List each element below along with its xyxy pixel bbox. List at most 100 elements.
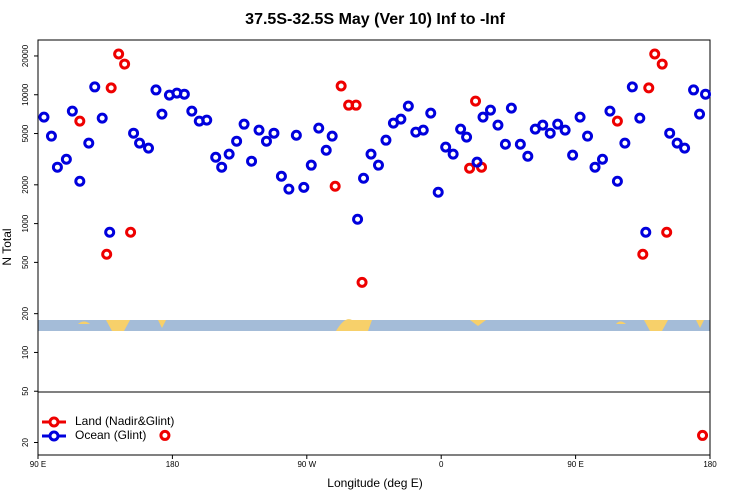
point (604, 105, 616, 117)
y-tick-label: 10000 (21, 83, 30, 106)
point (290, 129, 302, 141)
x-tick-label: 90 W (297, 460, 316, 469)
point (637, 248, 649, 260)
point (372, 159, 384, 171)
point (156, 108, 168, 120)
point (477, 111, 489, 123)
point (246, 155, 258, 167)
point (134, 137, 146, 149)
point (455, 123, 467, 135)
point (380, 134, 392, 146)
point (499, 138, 511, 150)
point (447, 148, 459, 160)
point (514, 138, 526, 150)
point (119, 58, 131, 70)
x-tick-label: 180 (166, 460, 180, 469)
point (335, 80, 347, 92)
point (298, 181, 310, 193)
point (365, 148, 377, 160)
point (275, 170, 287, 182)
point (611, 115, 623, 127)
point (320, 144, 332, 156)
point (611, 175, 623, 187)
point (150, 84, 162, 96)
point (559, 124, 571, 136)
x-tick-label: 180 (703, 460, 717, 469)
point (649, 48, 661, 60)
point (432, 186, 444, 198)
x-axis-label: Longitude (deg E) (327, 476, 422, 490)
point (231, 135, 243, 147)
legend-marker (48, 416, 60, 428)
point (238, 118, 250, 130)
point (492, 119, 504, 131)
point (216, 161, 228, 173)
point (634, 112, 646, 124)
point (143, 142, 155, 154)
point (356, 276, 368, 288)
point (101, 248, 113, 260)
point (697, 429, 709, 441)
point (425, 107, 437, 119)
point (283, 183, 295, 195)
y-tick-label: 5000 (21, 124, 30, 142)
point (664, 127, 676, 139)
point (45, 130, 57, 142)
point (640, 226, 652, 238)
point (51, 161, 63, 173)
point (505, 102, 517, 114)
point (60, 153, 72, 165)
point (656, 58, 668, 70)
point (440, 141, 452, 153)
point (74, 175, 86, 187)
legend-label: Land (Nadir&Glint) (75, 414, 174, 428)
point (305, 159, 317, 171)
point (671, 137, 683, 149)
point (470, 95, 482, 107)
point (128, 127, 140, 139)
point (619, 137, 631, 149)
point (253, 124, 265, 136)
point (596, 153, 608, 165)
map-strip (38, 319, 710, 331)
y-tick-label: 200 (21, 306, 30, 320)
point (582, 130, 594, 142)
point (83, 137, 95, 149)
legend-label: Ocean (Glint) (75, 428, 146, 442)
point (352, 213, 364, 225)
chart-title: 37.5S-32.5S May (Ver 10) Inf to -Inf (245, 11, 505, 28)
y-tick-label: 1000 (21, 214, 30, 232)
point (159, 429, 171, 441)
y-tick-label: 100 (21, 345, 30, 359)
point (544, 127, 556, 139)
y-tick-label: 500 (21, 255, 30, 269)
point (461, 131, 473, 143)
point (329, 180, 341, 192)
point (66, 105, 78, 117)
x-tick-label: 90 E (567, 460, 583, 469)
point (700, 88, 712, 100)
point (210, 151, 222, 163)
point (96, 112, 108, 124)
point (522, 150, 534, 162)
point (113, 48, 125, 60)
point (464, 162, 476, 174)
point (694, 108, 706, 120)
point (589, 161, 601, 173)
point (402, 100, 414, 112)
y-tick-label: 20 (21, 438, 30, 447)
y-axis-label: N Total (0, 228, 14, 265)
point (268, 127, 280, 139)
y-tick-label: 2000 (21, 175, 30, 193)
point (643, 82, 655, 94)
point (89, 81, 101, 93)
point (484, 104, 496, 116)
plot-frame (37, 39, 711, 456)
point (679, 142, 691, 154)
point (186, 105, 198, 117)
point (313, 122, 325, 134)
point (537, 119, 549, 131)
point (201, 114, 213, 126)
point (417, 124, 429, 136)
